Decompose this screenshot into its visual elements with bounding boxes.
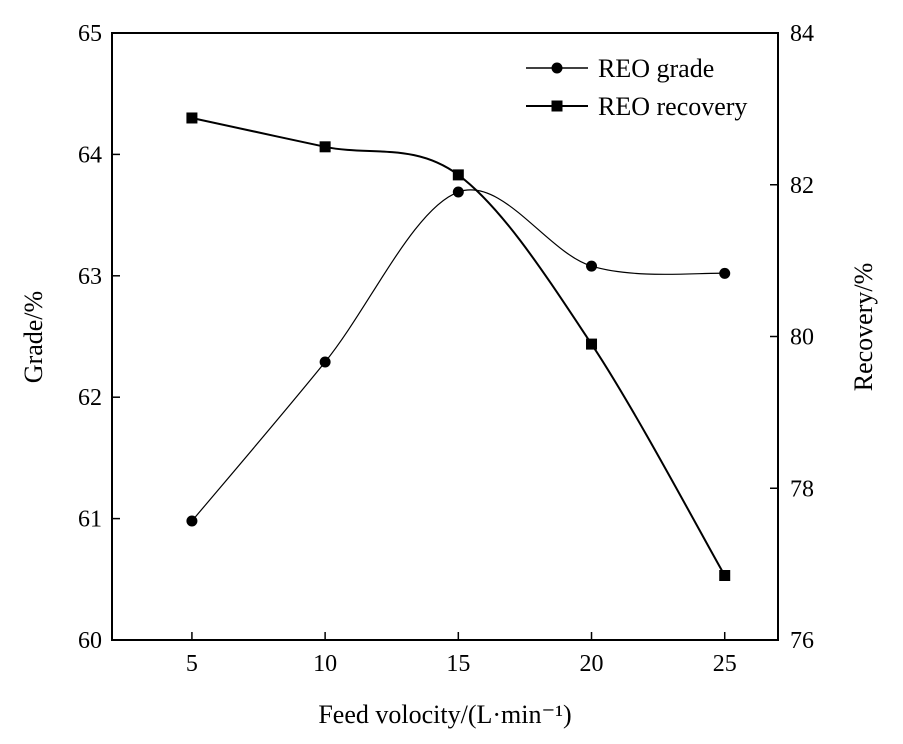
data-point-grade [452,186,464,198]
series-layer [186,112,731,582]
y-left-tick-label: 62 [78,385,102,411]
y-left-tick-label: 64 [78,142,102,168]
data-point-grade [319,356,331,368]
data-point-recovery [586,338,598,350]
legend-marker-recovery [551,100,563,112]
data-point-grade [186,515,198,527]
data-point-recovery [452,169,464,181]
legend-marker-grade [551,62,563,74]
legend-label-grade: REO grade [598,54,714,83]
y-left-tick-label: 65 [78,21,102,47]
y-right-axis-title: Recovery/% [849,263,878,392]
x-tick-label: 15 [446,651,470,677]
legend-label-recovery: REO recovery [598,92,747,121]
y-left-tick-label: 60 [78,628,102,654]
data-point-recovery [719,570,731,582]
series-line-recovery [191,117,726,577]
y-left-tick-label: 61 [78,507,102,533]
x-tick-label: 5 [186,651,198,677]
y-right-tick-label: 78 [790,476,814,502]
x-tick-label: 20 [580,651,604,677]
series-line-grade [191,189,725,522]
legend: REO grade REO recovery [526,54,747,121]
ticks: 5 10 15 20 25 60 61 62 63 64 65 76 78 80 82 84 [78,21,814,677]
y-right-tick-label: 76 [790,628,814,654]
plot-frame [111,32,779,641]
x-tick-label: 10 [313,651,337,677]
y-right-tick-label: 80 [790,325,814,351]
data-point-recovery [319,141,331,153]
data-point-grade [719,267,731,279]
y-left-tick-label: 63 [78,264,102,290]
y-right-tick-label: 84 [790,21,814,47]
y-right-tick-label: 82 [790,173,814,199]
x-tick-label: 25 [713,651,737,677]
x-axis-title: Feed volocity/(L·min⁻¹) [318,700,571,729]
data-point-grade [586,260,598,272]
y-left-axis-title: Grade/% [19,291,48,383]
data-point-recovery [186,112,198,124]
